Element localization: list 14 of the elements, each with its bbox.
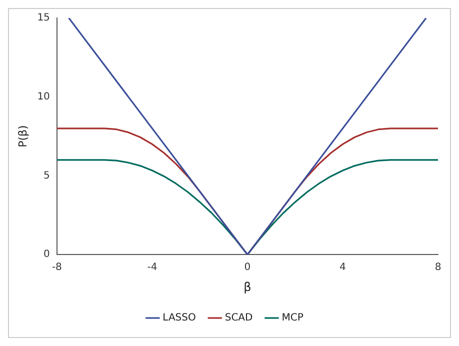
x-tick-label: 4	[340, 262, 346, 274]
y-axis-title: P(β)	[16, 125, 30, 148]
x-tick-label: -4	[147, 262, 158, 274]
y-tick-label: 0	[44, 249, 50, 260]
legend-label: MCP	[282, 312, 304, 324]
x-tick-label: -8	[52, 262, 62, 274]
y-tick-label: 15	[37, 12, 50, 24]
x-tick-label: 0	[244, 262, 251, 274]
legend-label: SCAD	[224, 312, 254, 324]
x-axis-title: β	[244, 280, 252, 294]
y-tick-label: 5	[44, 170, 50, 182]
y-tick-label: 10	[37, 91, 50, 102]
legend-label: LASSO	[162, 312, 196, 324]
x-tick-label: 8	[434, 262, 442, 274]
